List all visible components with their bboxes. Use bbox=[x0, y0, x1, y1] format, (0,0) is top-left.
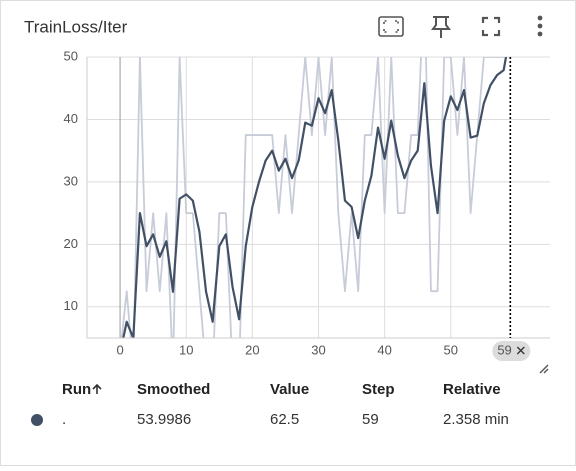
data-table: Run Smoothed Value Step Relative. 53.9986 62.5… bbox=[31, 381, 509, 428]
sort-arrow-icon[interactable] bbox=[92, 383, 102, 394]
y-tick-label: 10 bbox=[64, 298, 78, 313]
cursor-close-icon[interactable] bbox=[516, 346, 525, 355]
cursor-label: 59 bbox=[497, 342, 511, 357]
card-title: TrainLoss/Iter bbox=[24, 17, 128, 36]
cursor-badge[interactable] bbox=[492, 341, 531, 361]
column-header[interactable]: Run bbox=[62, 381, 91, 398]
y-tick-label: 50 bbox=[64, 48, 78, 63]
table-cell: 2.358 min bbox=[443, 411, 509, 428]
series-line bbox=[122, 57, 508, 338]
x-tick-label: 10 bbox=[179, 342, 193, 357]
y-tick-label: 30 bbox=[64, 173, 78, 188]
column-header[interactable]: Value bbox=[270, 381, 309, 398]
run-color-dot bbox=[31, 414, 43, 426]
x-tick-label: 40 bbox=[377, 342, 391, 357]
fullscreen-icon[interactable] bbox=[481, 16, 501, 37]
y-tick-label: 20 bbox=[64, 236, 78, 251]
x-tick-label: 30 bbox=[311, 342, 325, 357]
table-cell: 62.5 bbox=[270, 411, 299, 428]
column-header[interactable]: Smoothed bbox=[137, 381, 210, 398]
more-icon[interactable] bbox=[537, 15, 543, 37]
column-header[interactable]: Relative bbox=[443, 381, 501, 398]
fit-icon[interactable] bbox=[378, 16, 404, 37]
series-line bbox=[120, 57, 505, 338]
x-tick-label: 20 bbox=[245, 342, 259, 357]
table-cell: 53.9986 bbox=[137, 411, 191, 428]
resize-icon[interactable] bbox=[539, 364, 549, 374]
y-tick-label: 40 bbox=[64, 111, 78, 126]
column-header[interactable]: Step bbox=[362, 381, 395, 398]
x-tick-label: 0 bbox=[116, 342, 123, 357]
table-cell: . bbox=[62, 411, 66, 428]
axes: 10 20 30 40 50 0 10 20 30 40 50 59 bbox=[64, 48, 531, 361]
table-cell: 59 bbox=[362, 411, 379, 428]
plot-area bbox=[120, 57, 508, 338]
pin-icon[interactable] bbox=[431, 16, 451, 38]
x-tick-label: 50 bbox=[444, 342, 458, 357]
